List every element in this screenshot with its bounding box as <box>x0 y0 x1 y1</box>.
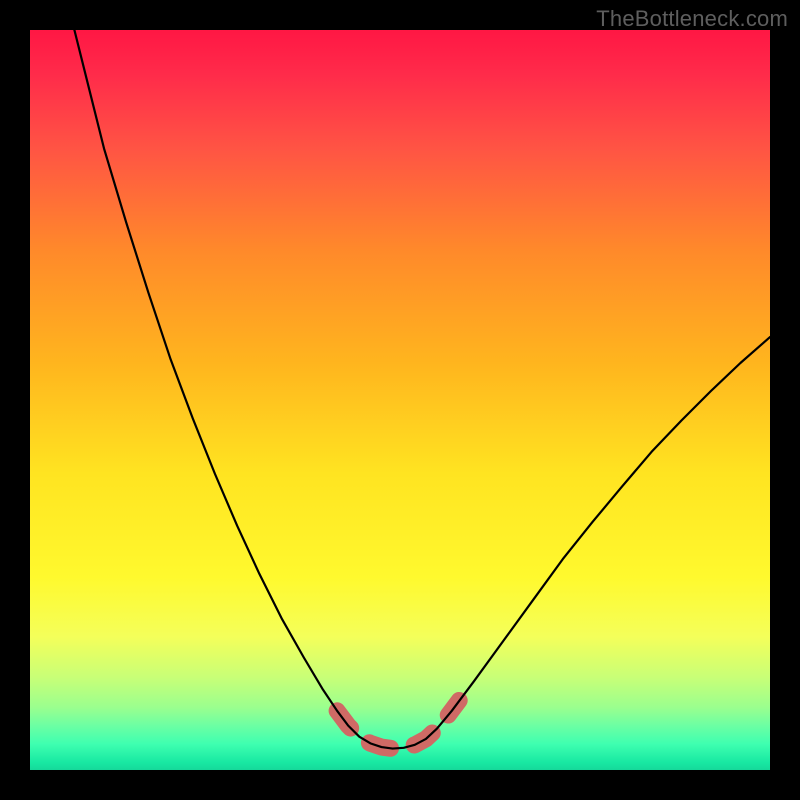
watermark-text: TheBottleneck.com <box>596 6 788 32</box>
plot-gradient-background <box>30 30 770 770</box>
bottleneck-chart <box>0 0 800 800</box>
chart-stage: TheBottleneck.com <box>0 0 800 800</box>
